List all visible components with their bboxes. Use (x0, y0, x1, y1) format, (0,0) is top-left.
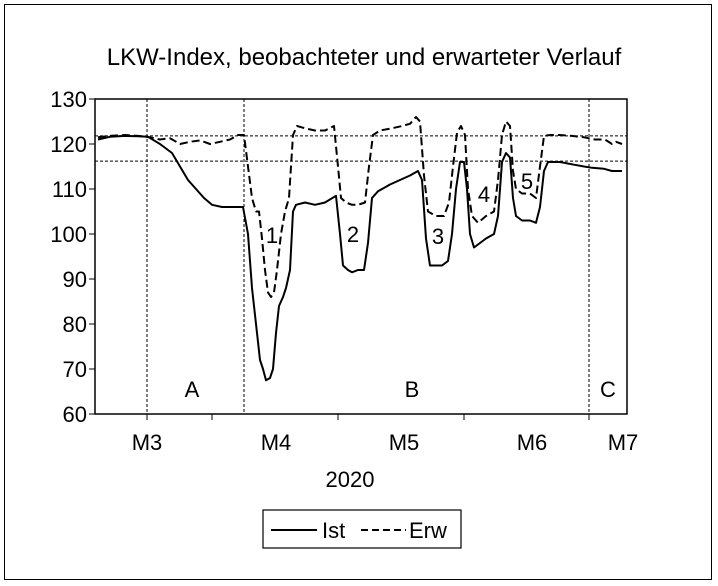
series-line-erw (97, 116, 623, 298)
y-axis: 60 70 80 90 100 110 120 130 (50, 87, 95, 427)
dip-label-5: 5 (521, 169, 533, 194)
y-tick-label: 110 (52, 177, 87, 202)
y-tick-label: 100 (50, 222, 87, 247)
chart-title: LKW-Index, beobachteter und erwarteter V… (107, 44, 622, 71)
x-month-label: M6 (517, 430, 548, 455)
x-month-label: M5 (389, 430, 420, 455)
chart-frame (4, 4, 712, 580)
legend: Ist Erw (262, 509, 462, 549)
phase-label-a: A (185, 377, 200, 402)
y-tick-label: 60 (63, 402, 87, 427)
y-tick-label: 130 (50, 87, 87, 112)
x-month-label: M4 (261, 430, 292, 455)
dip-label-3: 3 (432, 224, 444, 249)
series-line-ist (97, 134, 622, 382)
dip-label-4: 4 (478, 182, 490, 207)
legend-label-erw: Erw (409, 518, 447, 543)
phase-label-c: C (600, 377, 616, 402)
y-tick-label: 120 (50, 132, 87, 157)
y-tick-label: 70 (63, 357, 87, 382)
x-axis-label: 2020 (326, 467, 375, 492)
series-group (97, 116, 623, 382)
reference-lines (95, 135, 627, 162)
y-tick-label: 90 (63, 267, 87, 292)
x-month-label: M3 (132, 430, 163, 455)
phase-label-b: B (405, 377, 420, 402)
x-month-label: M7 (608, 430, 639, 455)
phase-divider-lines (146, 99, 590, 414)
plot-border (94, 98, 628, 415)
dip-label-2: 2 (347, 222, 359, 247)
legend-label-ist: Ist (322, 518, 345, 543)
y-tick-label: 80 (63, 312, 87, 337)
plot-area: 60 70 80 90 100 110 120 130 A B C 1 2 3 4 5 (50, 87, 628, 427)
dip-label-1: 1 (266, 223, 278, 248)
x-axis (146, 414, 590, 420)
